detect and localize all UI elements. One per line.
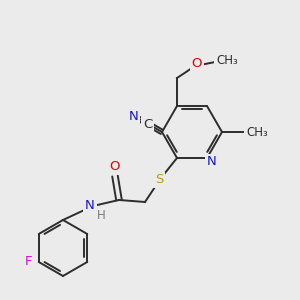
Text: N: N bbox=[85, 200, 95, 212]
Text: O: O bbox=[110, 160, 120, 173]
Text: N: N bbox=[207, 155, 217, 169]
Text: S: S bbox=[155, 173, 163, 187]
Text: F: F bbox=[25, 256, 32, 268]
Text: C: C bbox=[143, 118, 152, 131]
Text: H: H bbox=[97, 209, 105, 223]
Text: N: N bbox=[129, 110, 138, 122]
Text: CH₃: CH₃ bbox=[246, 125, 268, 139]
Text: O: O bbox=[192, 56, 202, 70]
Text: CH₃: CH₃ bbox=[216, 53, 238, 67]
